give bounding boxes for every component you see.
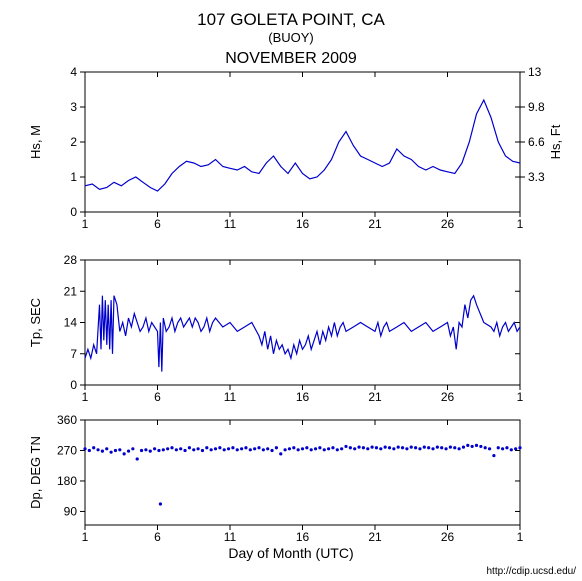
credit-text: http://cdip.ucsd.edu/	[486, 566, 576, 577]
svg-text:11: 11	[224, 217, 237, 231]
svg-text:13: 13	[528, 65, 542, 79]
svg-text:270: 270	[57, 443, 77, 457]
svg-text:14: 14	[64, 316, 78, 330]
svg-text:1: 1	[82, 390, 89, 404]
svg-text:21: 21	[368, 390, 382, 404]
svg-text:4: 4	[70, 65, 77, 79]
svg-text:21: 21	[64, 284, 78, 298]
svg-text:21: 21	[368, 217, 382, 231]
svg-text:26: 26	[441, 390, 455, 404]
svg-text:11: 11	[224, 530, 237, 544]
svg-text:0: 0	[70, 205, 77, 219]
svg-text:180: 180	[57, 474, 77, 488]
svg-text:6.6: 6.6	[528, 135, 545, 149]
svg-text:360: 360	[57, 413, 77, 427]
svg-text:26: 26	[441, 530, 455, 544]
svg-text:7: 7	[70, 347, 77, 361]
svg-text:1: 1	[82, 217, 89, 231]
svg-text:Tp, SEC: Tp, SEC	[28, 298, 43, 347]
xaxis-label: Day of Month (UTC)	[0, 545, 582, 561]
svg-text:16: 16	[296, 390, 310, 404]
plot-svg: 012343.36.69.81316111621261Hs, MHs, Ft07…	[0, 0, 582, 581]
svg-text:11: 11	[224, 390, 237, 404]
svg-text:Dp, DEG TN: Dp, DEG TN	[28, 436, 43, 509]
svg-text:Hs, Ft: Hs, Ft	[548, 124, 563, 159]
svg-text:26: 26	[441, 217, 455, 231]
svg-text:2: 2	[70, 135, 77, 149]
svg-text:1: 1	[517, 390, 524, 404]
svg-text:3: 3	[70, 100, 77, 114]
svg-text:21: 21	[368, 530, 382, 544]
svg-text:90: 90	[64, 504, 78, 518]
svg-text:6: 6	[154, 390, 161, 404]
svg-text:1: 1	[517, 530, 524, 544]
svg-text:3.3: 3.3	[528, 170, 545, 184]
svg-text:1: 1	[82, 530, 89, 544]
svg-text:16: 16	[296, 217, 310, 231]
svg-text:Hs, M: Hs, M	[28, 125, 43, 159]
svg-text:0: 0	[70, 378, 77, 392]
svg-text:28: 28	[64, 253, 78, 267]
svg-text:1: 1	[70, 170, 77, 184]
svg-text:9.8: 9.8	[528, 100, 545, 114]
chart-container: 107 GOLETA POINT, CA (BUOY) NOVEMBER 200…	[0, 0, 582, 581]
svg-text:1: 1	[517, 217, 524, 231]
svg-text:16: 16	[296, 530, 310, 544]
svg-text:6: 6	[154, 217, 161, 231]
svg-text:6: 6	[154, 530, 161, 544]
